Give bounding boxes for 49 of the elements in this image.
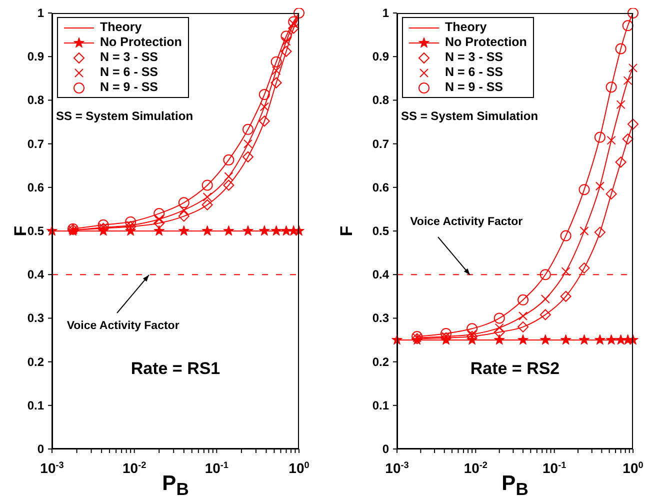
legend-label: No Protection (100, 35, 182, 50)
x-tick-label: 10$^{-1}$ (542, 460, 566, 476)
y-tick-label: 0.4 (372, 268, 390, 282)
annotation: Rate = RS2 (469, 359, 561, 379)
y-tick-label: 0 (37, 442, 44, 456)
annotation: Rate = RS1 (130, 359, 222, 379)
legend-label: N = 6 - SS (100, 65, 158, 80)
y-tick-label: 0.7 (27, 136, 44, 151)
annotation: Voice Activity Factor (410, 216, 523, 228)
y-tick-label: 1 (37, 6, 44, 20)
x-tick-label: 10$^{-1}$ (204, 460, 229, 476)
y-tick-label: 0.9 (27, 50, 44, 64)
legend-label: N = 3 - SS (445, 50, 504, 65)
y-tick-label: 0.1 (27, 398, 44, 412)
legend-label: N = 6 - SS (445, 65, 504, 80)
y-tick-label: 0.2 (372, 354, 390, 369)
y-tick-label: 0.5 (372, 224, 390, 238)
y-axis-title: F (337, 226, 358, 236)
legend-label: Theory (445, 20, 487, 35)
y-tick-label: 0.1 (372, 398, 390, 412)
legend-label: N = 9 - SS (445, 80, 504, 95)
legend-label: Theory (100, 20, 142, 35)
y-tick-label: 0 (382, 442, 390, 456)
y-tick-label: 0.7 (372, 136, 390, 151)
y-tick-label: 0.6 (372, 180, 390, 194)
legend-label: N = 9 - SS (100, 80, 158, 95)
x-tick-label: 10$^{-2}$ (464, 460, 488, 476)
legend-label: No Protection (445, 35, 527, 50)
y-tick-label: 1 (382, 6, 390, 20)
x-axis-title: P$_{B}$ (161, 472, 190, 500)
annotation: Voice Activity Factor (66, 320, 180, 332)
x-tick-label: 10$^{-3}$ (385, 460, 409, 476)
y-tick-label: 0.8 (27, 93, 44, 108)
legend-label: N = 3 - SS (100, 50, 158, 65)
x-tick-label: 10$^{-3}$ (40, 460, 64, 476)
y-tick-label: 0.9 (372, 50, 390, 64)
y-tick-label: 0.3 (27, 311, 44, 326)
y-tick-label: 0.4 (27, 268, 44, 282)
y-tick-label: 0.8 (372, 93, 390, 108)
x-tick-label: 10$^{0}$ (288, 460, 310, 476)
annotation: SS = System Simulation (401, 109, 538, 123)
x-axis-title: P$_{B}$ (502, 472, 528, 500)
annotation: SS = System Simulation (56, 109, 194, 123)
y-tick-label: 0.3 (372, 311, 390, 326)
x-tick-label: 10$^{0}$ (622, 460, 644, 476)
y-tick-label: 0.5 (27, 224, 44, 238)
y-tick-label: 0.2 (27, 354, 44, 369)
y-tick-label: 0.6 (27, 180, 44, 194)
x-tick-label: 10$^{-2}$ (122, 460, 146, 476)
